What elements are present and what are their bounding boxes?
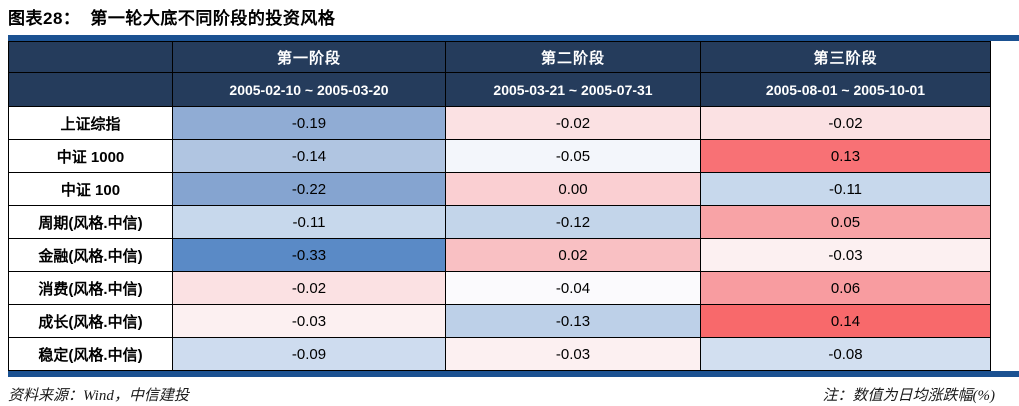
value-cell: -0.13 [445,304,701,338]
value-cell: 0.00 [445,172,701,206]
corner-cell-period [8,72,173,107]
value-cell: 0.02 [445,238,701,272]
stage-header-2: 第二阶段 [445,41,701,73]
stage-header-1: 第一阶段 [172,41,446,73]
value-cell: -0.02 [445,106,701,140]
period-header-2: 2005-03-21 ~ 2005-07-31 [445,72,701,107]
stage-header-3: 第三阶段 [700,41,991,73]
table-row: 消费(风格.中信) -0.02 -0.04 0.06 [8,271,991,305]
row-label: 金融(风格.中信) [8,238,173,272]
row-label: 周期(风格.中信) [8,205,173,239]
row-label: 中证 1000 [8,139,173,173]
value-cell: -0.11 [700,172,991,206]
value-cell: -0.11 [172,205,446,239]
table-row: 成长(风格.中信) -0.03 -0.13 0.14 [8,304,991,338]
value-cell: -0.08 [700,337,991,371]
figure-title: 图表28： 第一轮大底不同阶段的投资风格 [8,4,1019,29]
value-cell: 0.13 [700,139,991,173]
value-cell: -0.05 [445,139,701,173]
period-header-1: 2005-02-10 ~ 2005-03-20 [172,72,446,107]
source-note: 资料来源：Wind，中信建投 [8,388,189,404]
value-cell: 0.05 [700,205,991,239]
bottom-rule [8,371,1019,377]
table-row: 周期(风格.中信) -0.11 -0.12 0.05 [8,205,991,239]
row-label: 成长(风格.中信) [8,304,173,338]
unit-note: 注：数值为日均涨跌幅(%) [822,388,996,404]
row-label: 中证 100 [8,172,173,206]
table-row: 上证综指 -0.19 -0.02 -0.02 [8,106,991,140]
row-label: 上证综指 [8,106,173,140]
stage-header-row: 第一阶段 第二阶段 第三阶段 [8,41,991,73]
value-cell: -0.02 [172,271,446,305]
value-cell: -0.22 [172,172,446,206]
value-cell: -0.19 [172,106,446,140]
figure-title-text: 第一轮大底不同阶段的投资风格 [90,9,336,28]
value-cell: -0.09 [172,337,446,371]
value-cell: -0.04 [445,271,701,305]
table-row: 中证 1000 -0.14 -0.05 0.13 [8,139,991,173]
row-label: 稳定(风格.中信) [8,337,173,371]
value-cell: 0.06 [700,271,991,305]
figure-number: 图表28： [8,9,81,28]
table-row: 中证 100 -0.22 0.00 -0.11 [8,172,991,206]
value-cell: -0.03 [700,238,991,272]
value-cell: -0.03 [172,304,446,338]
value-cell: 0.14 [700,304,991,338]
value-cell: -0.03 [445,337,701,371]
table-row: 金融(风格.中信) -0.33 0.02 -0.03 [8,238,991,272]
value-cell: -0.14 [172,139,446,173]
value-cell: -0.12 [445,205,701,239]
report-figure: 图表28： 第一轮大底不同阶段的投资风格 第一阶段 第二阶段 第三阶段 2005-02… [0,4,1019,406]
figure-footer: 资料来源：Wind，中信建投 注：数值为日均涨跌幅(%) [8,384,995,405]
value-cell: -0.02 [700,106,991,140]
table-header: 第一阶段 第二阶段 第三阶段 2005-02-10 ~ 2005-03-20 2005… [8,41,991,107]
table-body: 上证综指 -0.19 -0.02 -0.02 中证 1000 -0.14 -0.05 0.13… [8,106,991,371]
period-header-row: 2005-02-10 ~ 2005-03-20 2005-03-21 ~ 2005… [8,72,991,107]
heatmap-table: 第一阶段 第二阶段 第三阶段 2005-02-10 ~ 2005-03-20 2005… [8,41,991,371]
top-rule [8,35,1019,41]
table-row: 稳定(风格.中信) -0.09 -0.03 -0.08 [8,337,991,371]
corner-cell [8,41,173,73]
value-cell: -0.33 [172,238,446,272]
period-header-3: 2005-08-01 ~ 2005-10-01 [700,72,991,107]
row-label: 消费(风格.中信) [8,271,173,305]
